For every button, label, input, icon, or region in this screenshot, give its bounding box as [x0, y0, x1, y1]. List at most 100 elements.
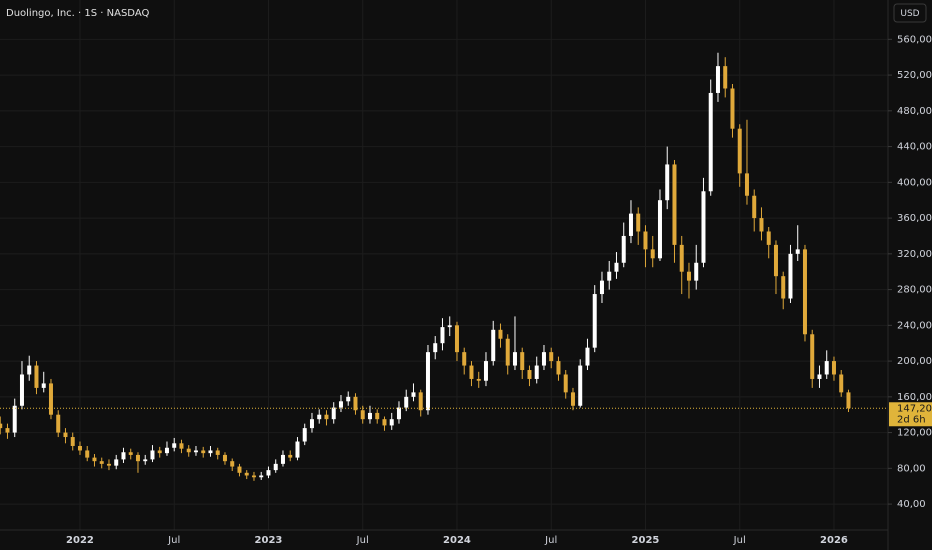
- candle-body: [643, 231, 648, 250]
- candle-body: [723, 66, 728, 89]
- candle-body: [737, 128, 742, 174]
- candle-body: [788, 253, 793, 299]
- x-tick-label: 2022: [66, 535, 94, 546]
- candle-body: [389, 419, 394, 426]
- candle-body: [208, 450, 213, 454]
- currency-button[interactable]: [893, 3, 927, 23]
- candle-body: [679, 244, 684, 272]
- candle-body: [367, 412, 372, 420]
- candle-body: [599, 280, 604, 295]
- candle-body: [63, 432, 68, 438]
- candle-body: [302, 428, 307, 442]
- y-tick-label: 480,00: [897, 106, 932, 117]
- candle-body: [135, 454, 140, 462]
- candle-body: [338, 401, 343, 408]
- candle-body: [462, 352, 467, 366]
- candle-body: [512, 352, 517, 366]
- x-tick-label: Jul: [167, 535, 180, 546]
- candle-body: [280, 454, 285, 464]
- candle-body: [92, 457, 97, 462]
- candle-body: [56, 414, 61, 433]
- x-tick-label: 2026: [820, 535, 848, 546]
- currency[interactable]: USD: [900, 9, 919, 19]
- candle-body: [520, 352, 525, 371]
- candle-body: [41, 383, 46, 388]
- candle-body: [157, 450, 162, 454]
- candle-body: [396, 407, 401, 420]
- candle-body: [273, 463, 278, 471]
- candle-body: [106, 463, 111, 466]
- candle-body: [752, 195, 757, 219]
- candle-body: [766, 231, 771, 245]
- x-tick-label: Jul: [356, 535, 369, 546]
- candle-body: [665, 164, 670, 201]
- candle-body: [324, 414, 329, 420]
- candle-body: [527, 370, 532, 379]
- candle-body: [578, 365, 583, 406]
- candle-body: [469, 365, 474, 379]
- y-tick-label: 360,00: [897, 213, 932, 224]
- candle-body: [70, 437, 75, 446]
- candle-body: [99, 461, 104, 464]
- candle-body: [621, 235, 626, 263]
- y-tick-label: 120,00: [897, 428, 932, 439]
- candle-body: [831, 361, 836, 375]
- y-tick-label: 560,00: [897, 34, 932, 45]
- x-tick-label: 2024: [443, 535, 471, 546]
- x-tick-label: 2025: [632, 535, 660, 546]
- y-tick-label: 160,00: [897, 392, 932, 403]
- y-tick-label: 240,00: [897, 320, 932, 331]
- candle-body: [817, 374, 822, 379]
- candle-body: [19, 374, 24, 406]
- candle-body: [12, 405, 17, 433]
- y-tick-label: 80,00: [897, 463, 926, 474]
- candle-body: [85, 450, 90, 458]
- y-tick-label: 400,00: [897, 177, 932, 188]
- candle-body: [179, 443, 184, 449]
- candle-body: [172, 443, 177, 448]
- candle-body: [143, 459, 148, 462]
- y-tick-label: 520,00: [897, 70, 932, 81]
- candle-body: [230, 461, 235, 467]
- candle-body: [650, 249, 655, 259]
- candle-body: [715, 66, 720, 93]
- candle-body: [483, 361, 488, 381]
- candle-body: [266, 470, 271, 476]
- candle-body: [288, 454, 293, 458]
- candle-body: [556, 361, 561, 375]
- candle-body: [614, 262, 619, 272]
- candle-body: [607, 271, 612, 281]
- candle-body: [34, 365, 39, 388]
- candle-body: [114, 459, 119, 466]
- axes: 40,00 80,00 120,00 160,00 200,00 240,00 280,00…: [66, 34, 932, 546]
- candle-body: [251, 475, 256, 478]
- candle-body: [411, 392, 416, 397]
- candle-body: [331, 407, 336, 420]
- candle-body: [810, 334, 815, 379]
- candle-body: [476, 378, 481, 381]
- candle-body: [447, 325, 452, 328]
- candle-body: [201, 450, 206, 454]
- countdown: 2d 6h: [897, 414, 926, 425]
- candle-body: [505, 338, 510, 366]
- candle-body: [375, 412, 380, 420]
- candle-body: [309, 419, 314, 429]
- last-price-label: 147,20: [897, 403, 932, 414]
- candle-body: [730, 88, 735, 129]
- x-tick-label: Jul: [544, 535, 557, 546]
- candle-body: [440, 327, 445, 344]
- candle-body: [404, 396, 409, 408]
- y-tick-label: 320,00: [897, 249, 932, 260]
- candle-body: [77, 445, 82, 451]
- candle-body: [244, 472, 249, 476]
- candle-body: [628, 213, 633, 236]
- candle-body: [824, 361, 829, 375]
- candle-body: [425, 352, 430, 411]
- candle-body: [534, 365, 539, 379]
- candle-body: [498, 329, 503, 339]
- candle-body: [781, 276, 786, 299]
- candle-body: [5, 428, 10, 433]
- candle-body: [186, 448, 191, 453]
- candle-body: [592, 294, 597, 348]
